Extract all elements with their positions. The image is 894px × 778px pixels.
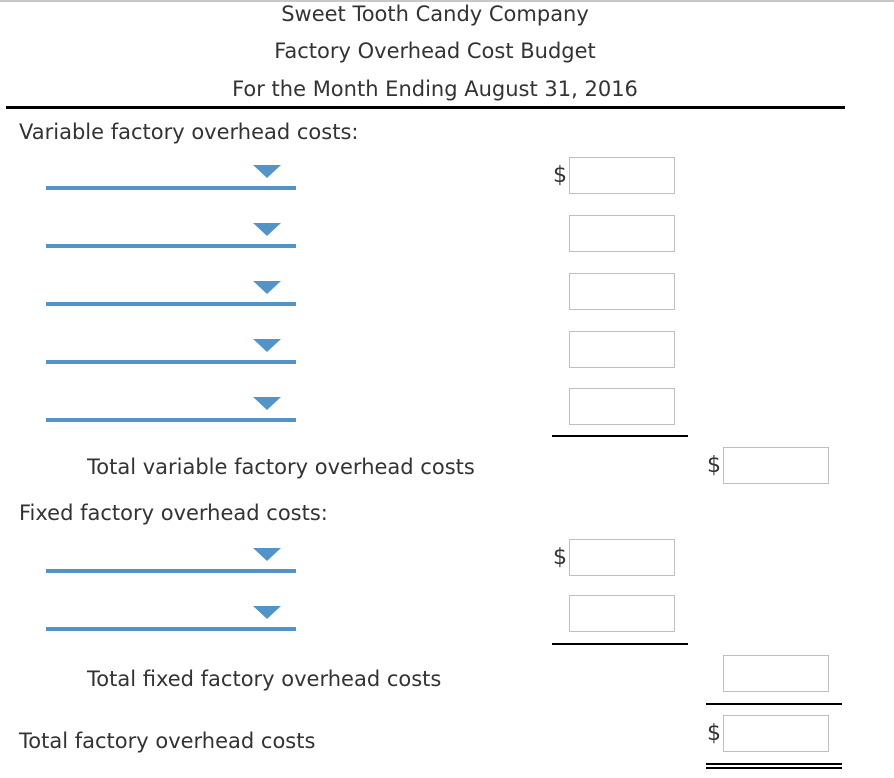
- variable-item-select-5[interactable]: [46, 382, 296, 422]
- variable-item-select-2[interactable]: [46, 208, 296, 248]
- chevron-down-icon: [253, 548, 281, 561]
- top-border: [0, 0, 894, 2]
- chevron-down-icon: [253, 339, 281, 352]
- variable-total-label: Total variable factory overhead costs: [87, 455, 475, 479]
- variable-amount-input-4[interactable]: [569, 331, 675, 368]
- select-underline: [46, 360, 296, 364]
- fixed-heading: Fixed factory overhead costs:: [19, 501, 328, 525]
- grand-total-label: Total factory overhead costs: [19, 729, 316, 753]
- fixed-item-select-2[interactable]: [46, 591, 296, 631]
- select-underline: [46, 418, 296, 422]
- select-underline: [46, 569, 296, 573]
- currency-symbol: $: [707, 453, 721, 478]
- variable-amount-input-5[interactable]: [569, 388, 675, 425]
- select-underline: [46, 302, 296, 306]
- grand-subtotal-rule: [706, 703, 842, 705]
- header-rule: [6, 106, 845, 109]
- variable-item-select-3[interactable]: [46, 266, 296, 306]
- double-underline-top: [706, 763, 842, 765]
- variable-item-select-1[interactable]: [46, 150, 296, 190]
- variable-amount-input-3[interactable]: [569, 273, 675, 310]
- chevron-down-icon: [253, 606, 281, 619]
- grand-total-input[interactable]: [723, 715, 829, 752]
- fixed-amount-input-1[interactable]: [569, 539, 675, 576]
- fixed-item-select-1[interactable]: [46, 533, 296, 573]
- variable-item-select-4[interactable]: [46, 324, 296, 364]
- chevron-down-icon: [253, 397, 281, 410]
- fixed-subtotal-rule: [552, 643, 688, 645]
- company-name: Sweet Tooth Candy Company: [281, 2, 589, 26]
- fixed-total-input[interactable]: [723, 655, 829, 692]
- variable-amount-input-1[interactable]: [569, 157, 675, 194]
- currency-symbol: $: [707, 721, 721, 746]
- variable-amount-input-2[interactable]: [569, 215, 675, 252]
- variable-subtotal-rule: [552, 435, 688, 437]
- fixed-amount-input-2[interactable]: [569, 595, 675, 632]
- double-underline-bottom: [706, 767, 842, 769]
- fixed-total-label: Total fixed factory overhead costs: [87, 667, 442, 691]
- report-period: For the Month Ending August 31, 2016: [232, 77, 638, 101]
- variable-heading: Variable factory overhead costs:: [19, 120, 359, 144]
- variable-total-input[interactable]: [723, 447, 829, 484]
- chevron-down-icon: [253, 281, 281, 294]
- select-underline: [46, 627, 296, 631]
- currency-symbol: $: [553, 163, 567, 188]
- currency-symbol: $: [553, 545, 567, 570]
- chevron-down-icon: [253, 165, 281, 178]
- chevron-down-icon: [253, 223, 281, 236]
- select-underline: [46, 186, 296, 190]
- select-underline: [46, 244, 296, 248]
- report-title: Factory Overhead Cost Budget: [274, 39, 596, 63]
